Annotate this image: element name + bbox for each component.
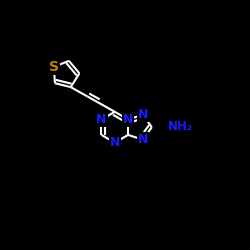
Text: S: S — [49, 60, 59, 74]
Text: S: S — [49, 60, 59, 74]
Text: NH₂: NH₂ — [168, 120, 192, 133]
Text: N: N — [138, 108, 148, 121]
Text: N: N — [96, 113, 107, 126]
Text: N: N — [110, 136, 120, 149]
Text: N: N — [138, 133, 148, 146]
Text: N: N — [123, 113, 133, 126]
